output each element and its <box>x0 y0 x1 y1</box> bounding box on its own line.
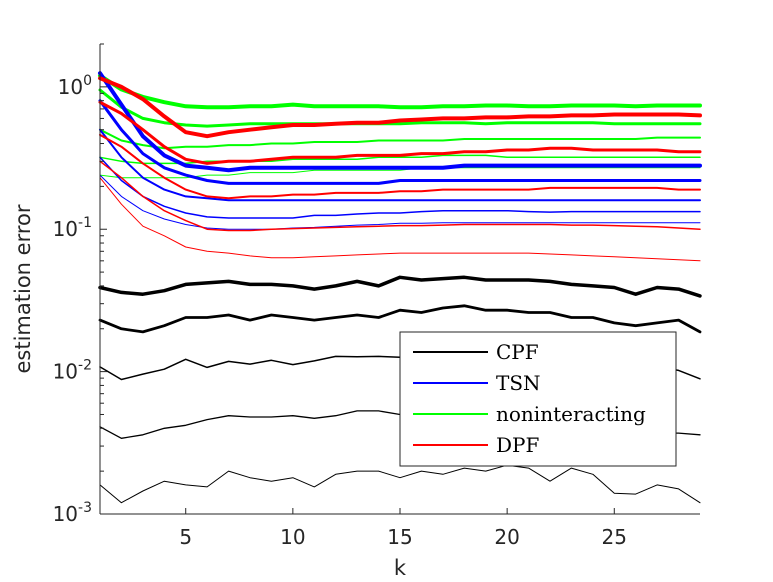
series-line-cpf-4 <box>99 464 701 504</box>
x-axis-label: k <box>394 556 407 580</box>
series-line-noninteracting-7 <box>99 128 701 150</box>
y-tick-label: 100 <box>58 73 92 99</box>
series-line-noninteracting-9 <box>99 167 701 179</box>
legend-label-noninteracting: noninteracting <box>496 402 646 426</box>
legend-label-dpf: DPF <box>496 433 539 457</box>
series-line-dpf-18 <box>99 160 701 232</box>
axis-labels: k estimation error <box>11 204 407 580</box>
legend-label-tsn: TSN <box>496 371 541 395</box>
series-line-cpf-1 <box>98 304 702 334</box>
legend-box <box>399 331 677 467</box>
series-line-tsn-11 <box>98 99 702 185</box>
axes-layer: 5 10 15 20 25 10-3 10-2 10-1 100 <box>53 43 700 549</box>
y-axis-label: estimation error <box>11 204 35 373</box>
series-line-dpf-15 <box>98 76 702 139</box>
y-tick-label: 10-2 <box>53 358 92 384</box>
x-tick-label: 20 <box>494 525 519 549</box>
series-line-tsn-12 <box>99 128 701 202</box>
y-tick-label: 10-3 <box>53 500 92 526</box>
y-tick-label: 10-1 <box>53 215 92 241</box>
series-line-dpf-17 <box>99 133 701 200</box>
x-tick-label: 5 <box>179 525 192 549</box>
legend: CPF TSN noninteracting DPF <box>399 331 677 467</box>
series-line-cpf-0 <box>98 275 702 298</box>
series-line-noninteracting-6 <box>98 88 702 128</box>
series-layer <box>98 71 702 504</box>
x-tick-label: 15 <box>387 525 412 549</box>
series-line-tsn-10 <box>98 71 702 173</box>
x-tick-label: 25 <box>602 525 627 549</box>
series-line-dpf-16 <box>98 100 702 165</box>
series-line-noninteracting-5 <box>98 73 702 110</box>
x-tick-label: 10 <box>280 525 305 549</box>
series-line-dpf-19 <box>99 177 701 262</box>
series-line-tsn-13 <box>99 156 701 219</box>
legend-label-cpf: CPF <box>496 340 539 364</box>
